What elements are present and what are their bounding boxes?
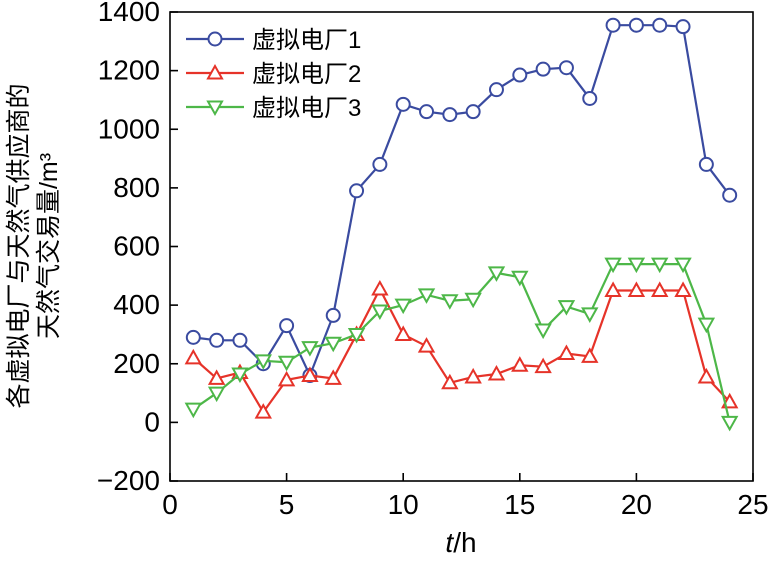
series-1-marker-circle-icon [232,332,248,348]
series-3-marker-triangle-down-icon [441,294,459,310]
series-3-marker-triangle-down-icon [487,266,506,282]
y-tick-label: 0 [144,406,160,437]
series-2-line [192,286,731,415]
series-3-marker-triangle-down-icon [206,100,224,117]
series-2-marker-triangle-up-icon [301,366,319,382]
series-3-marker-triangle-down-icon [417,288,436,304]
y-tick-label: 200 [113,348,160,379]
series-1-marker-circle-icon [442,107,458,123]
series-1-marker-circle-icon [349,183,365,199]
y-tick-label: 800 [113,172,160,203]
series-3-marker-triangle-down-icon [277,355,296,372]
series-2-marker-triangle-up-icon [511,356,529,372]
x-tick-label: 20 [621,489,652,520]
series-3-marker-triangle-down-icon [557,300,576,316]
x-tick-label: 10 [388,489,419,520]
series-2-marker-triangle-up-icon [324,369,342,385]
series-2-marker-triangle-up-icon [697,367,716,384]
series-1-marker-circle-icon [558,60,574,76]
series-3-marker-triangle-down-icon [394,298,412,315]
series-2-marker-triangle-up-icon [441,373,459,390]
series-3-marker-triangle-down-icon [254,354,272,370]
series-3-marker-triangle-down-icon [581,307,599,323]
series-2-marker-triangle-up-icon [651,281,669,297]
series-2-marker-triangle-up-icon [277,370,296,387]
series-3-marker-triangle-down-icon [627,257,646,274]
series-2-marker-triangle-up-icon [674,281,692,297]
x-tick-label: 25 [737,489,768,520]
series-1-marker-circle-icon [722,187,738,203]
series-2-marker-triangle-up-icon [534,357,552,374]
x-tick-label: 5 [279,489,295,520]
x-tick-label: 15 [504,489,535,520]
legend-item-3: 虚拟电厂3 [186,95,361,122]
series-3-marker-triangle-down-icon [464,292,482,309]
series-1-marker-circle-icon [628,17,644,33]
series-2-marker-triangle-up-icon [254,403,272,419]
series-2-marker-triangle-up-icon [557,344,576,360]
legend-label: 虚拟电厂3 [252,95,361,122]
x-axis-label: t/h [445,527,476,558]
series-2-marker-triangle-up-icon [604,281,622,297]
series-2-marker-triangle-up-icon [371,279,389,296]
series-3-marker-triangle-down-icon [301,341,319,357]
series-1-marker-circle-icon [605,17,621,33]
legend: 虚拟电厂1 虚拟电厂2 虚拟电厂3 [186,27,361,122]
series-1-marker-circle-icon [535,61,551,77]
series-1-marker-circle-icon [675,19,691,35]
series-3-marker-triangle-down-icon [324,336,342,353]
y-tick-label: 1000 [98,113,160,144]
series-2-marker-triangle-up-icon [417,337,436,353]
series-1-marker-circle-icon [209,332,225,348]
legend-label: 虚拟电厂1 [252,27,361,54]
series-2-marker-triangle-up-icon [206,63,224,80]
y-tick-label: 1200 [98,55,160,86]
series-1-marker-circle-icon [185,329,201,345]
series-2-marker-triangle-up-icon [207,369,226,385]
series-3-marker-triangle-down-icon [651,257,669,274]
series-3-marker-triangle-down-icon [674,257,692,274]
series-1-marker-circle-icon [512,67,528,83]
series-3-marker-triangle-down-icon [534,323,552,340]
x-tick-label: 0 [162,489,178,520]
series-1-marker-circle-icon [207,31,223,47]
series-1-marker-circle-icon [582,90,598,106]
series-2-marker-triangle-up-icon [581,347,599,363]
y-tick-label: −200 [97,465,160,496]
series-1-marker-circle-icon [488,82,504,98]
series-2-marker-triangle-up-icon [487,364,506,381]
series-3-marker-triangle-down-icon [720,415,739,432]
series-2-marker-triangle-up-icon [627,281,646,297]
series-1-marker-circle-icon [395,96,411,112]
series-3-marker-triangle-down-icon [697,317,716,334]
y-tick-label: 400 [113,289,160,320]
legend-item-1: 虚拟电厂1 [186,27,361,54]
y-tick-label: 1400 [98,0,160,27]
series-1-marker-circle-icon [325,307,341,323]
series-3-marker-triangle-down-icon [207,386,226,403]
series-3-marker-triangle-down-icon [604,257,622,274]
series-3-marker-triangle-down-icon [231,367,249,384]
series-3-marker-triangle-down-icon [371,304,389,321]
series-2-marker-triangle-up-icon [184,348,203,365]
series-1-marker-circle-icon [652,17,668,33]
series-1-marker-circle-icon [465,104,481,120]
legend-item-2: 虚拟电厂2 [186,61,361,88]
y-tick-label: 600 [113,231,160,262]
series-1-marker-circle-icon [419,104,435,120]
series-2-marker-triangle-up-icon [394,325,412,341]
series-1-marker-circle-icon [279,318,295,334]
series-2-marker-triangle-up-icon [464,367,482,384]
series-1-marker-circle-icon [372,156,388,172]
series-3-marker-triangle-down-icon [511,270,529,287]
y-axis-label-line1: 各虚拟电厂与天然气供应商的 [5,83,33,408]
series-3-marker-triangle-down-icon [184,402,203,419]
series-1-marker-circle-icon [698,156,714,172]
series-3-marker-triangle-down-icon [347,327,366,344]
y-axis-label-line2: 天然气交易量/m³ [35,153,63,339]
legend-label: 虚拟电厂2 [252,61,361,88]
